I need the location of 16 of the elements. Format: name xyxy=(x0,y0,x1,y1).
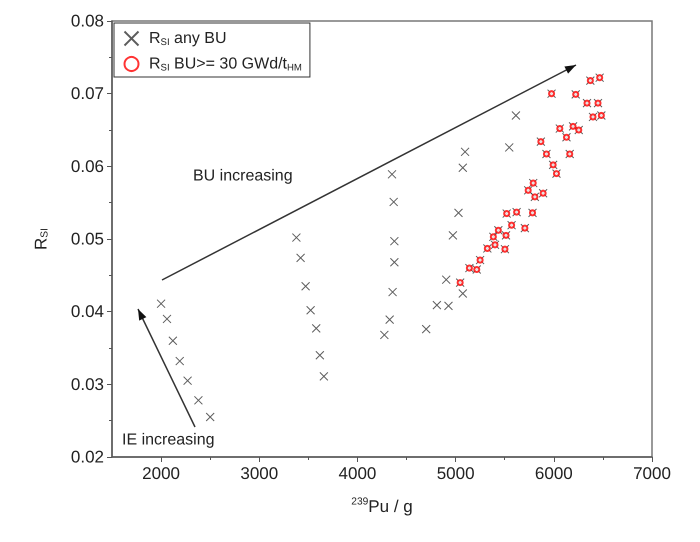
y-tick-label: 0.04 xyxy=(70,302,104,322)
y-axis-title: RSI xyxy=(31,228,50,250)
annotation: BU increasing xyxy=(193,168,293,184)
y-tick-label: 0.07 xyxy=(70,84,104,104)
x-tick-label: 7000 xyxy=(633,464,671,483)
x-tick-label: 6000 xyxy=(534,464,573,483)
x-tick-label: 2000 xyxy=(142,464,180,483)
x-tick-label: 3000 xyxy=(240,464,278,483)
x-tick-label: 4000 xyxy=(338,464,376,483)
y-tick-label: 0.08 xyxy=(70,12,104,30)
y-tick-label: 0.02 xyxy=(70,448,104,466)
annotation: IE increasing xyxy=(122,432,214,448)
y-tick-label: 0.03 xyxy=(70,374,104,394)
x-tick-label: 5000 xyxy=(436,464,475,483)
y-tick-label: 0.06 xyxy=(70,156,104,176)
y-tick-label: 0.05 xyxy=(70,230,104,248)
